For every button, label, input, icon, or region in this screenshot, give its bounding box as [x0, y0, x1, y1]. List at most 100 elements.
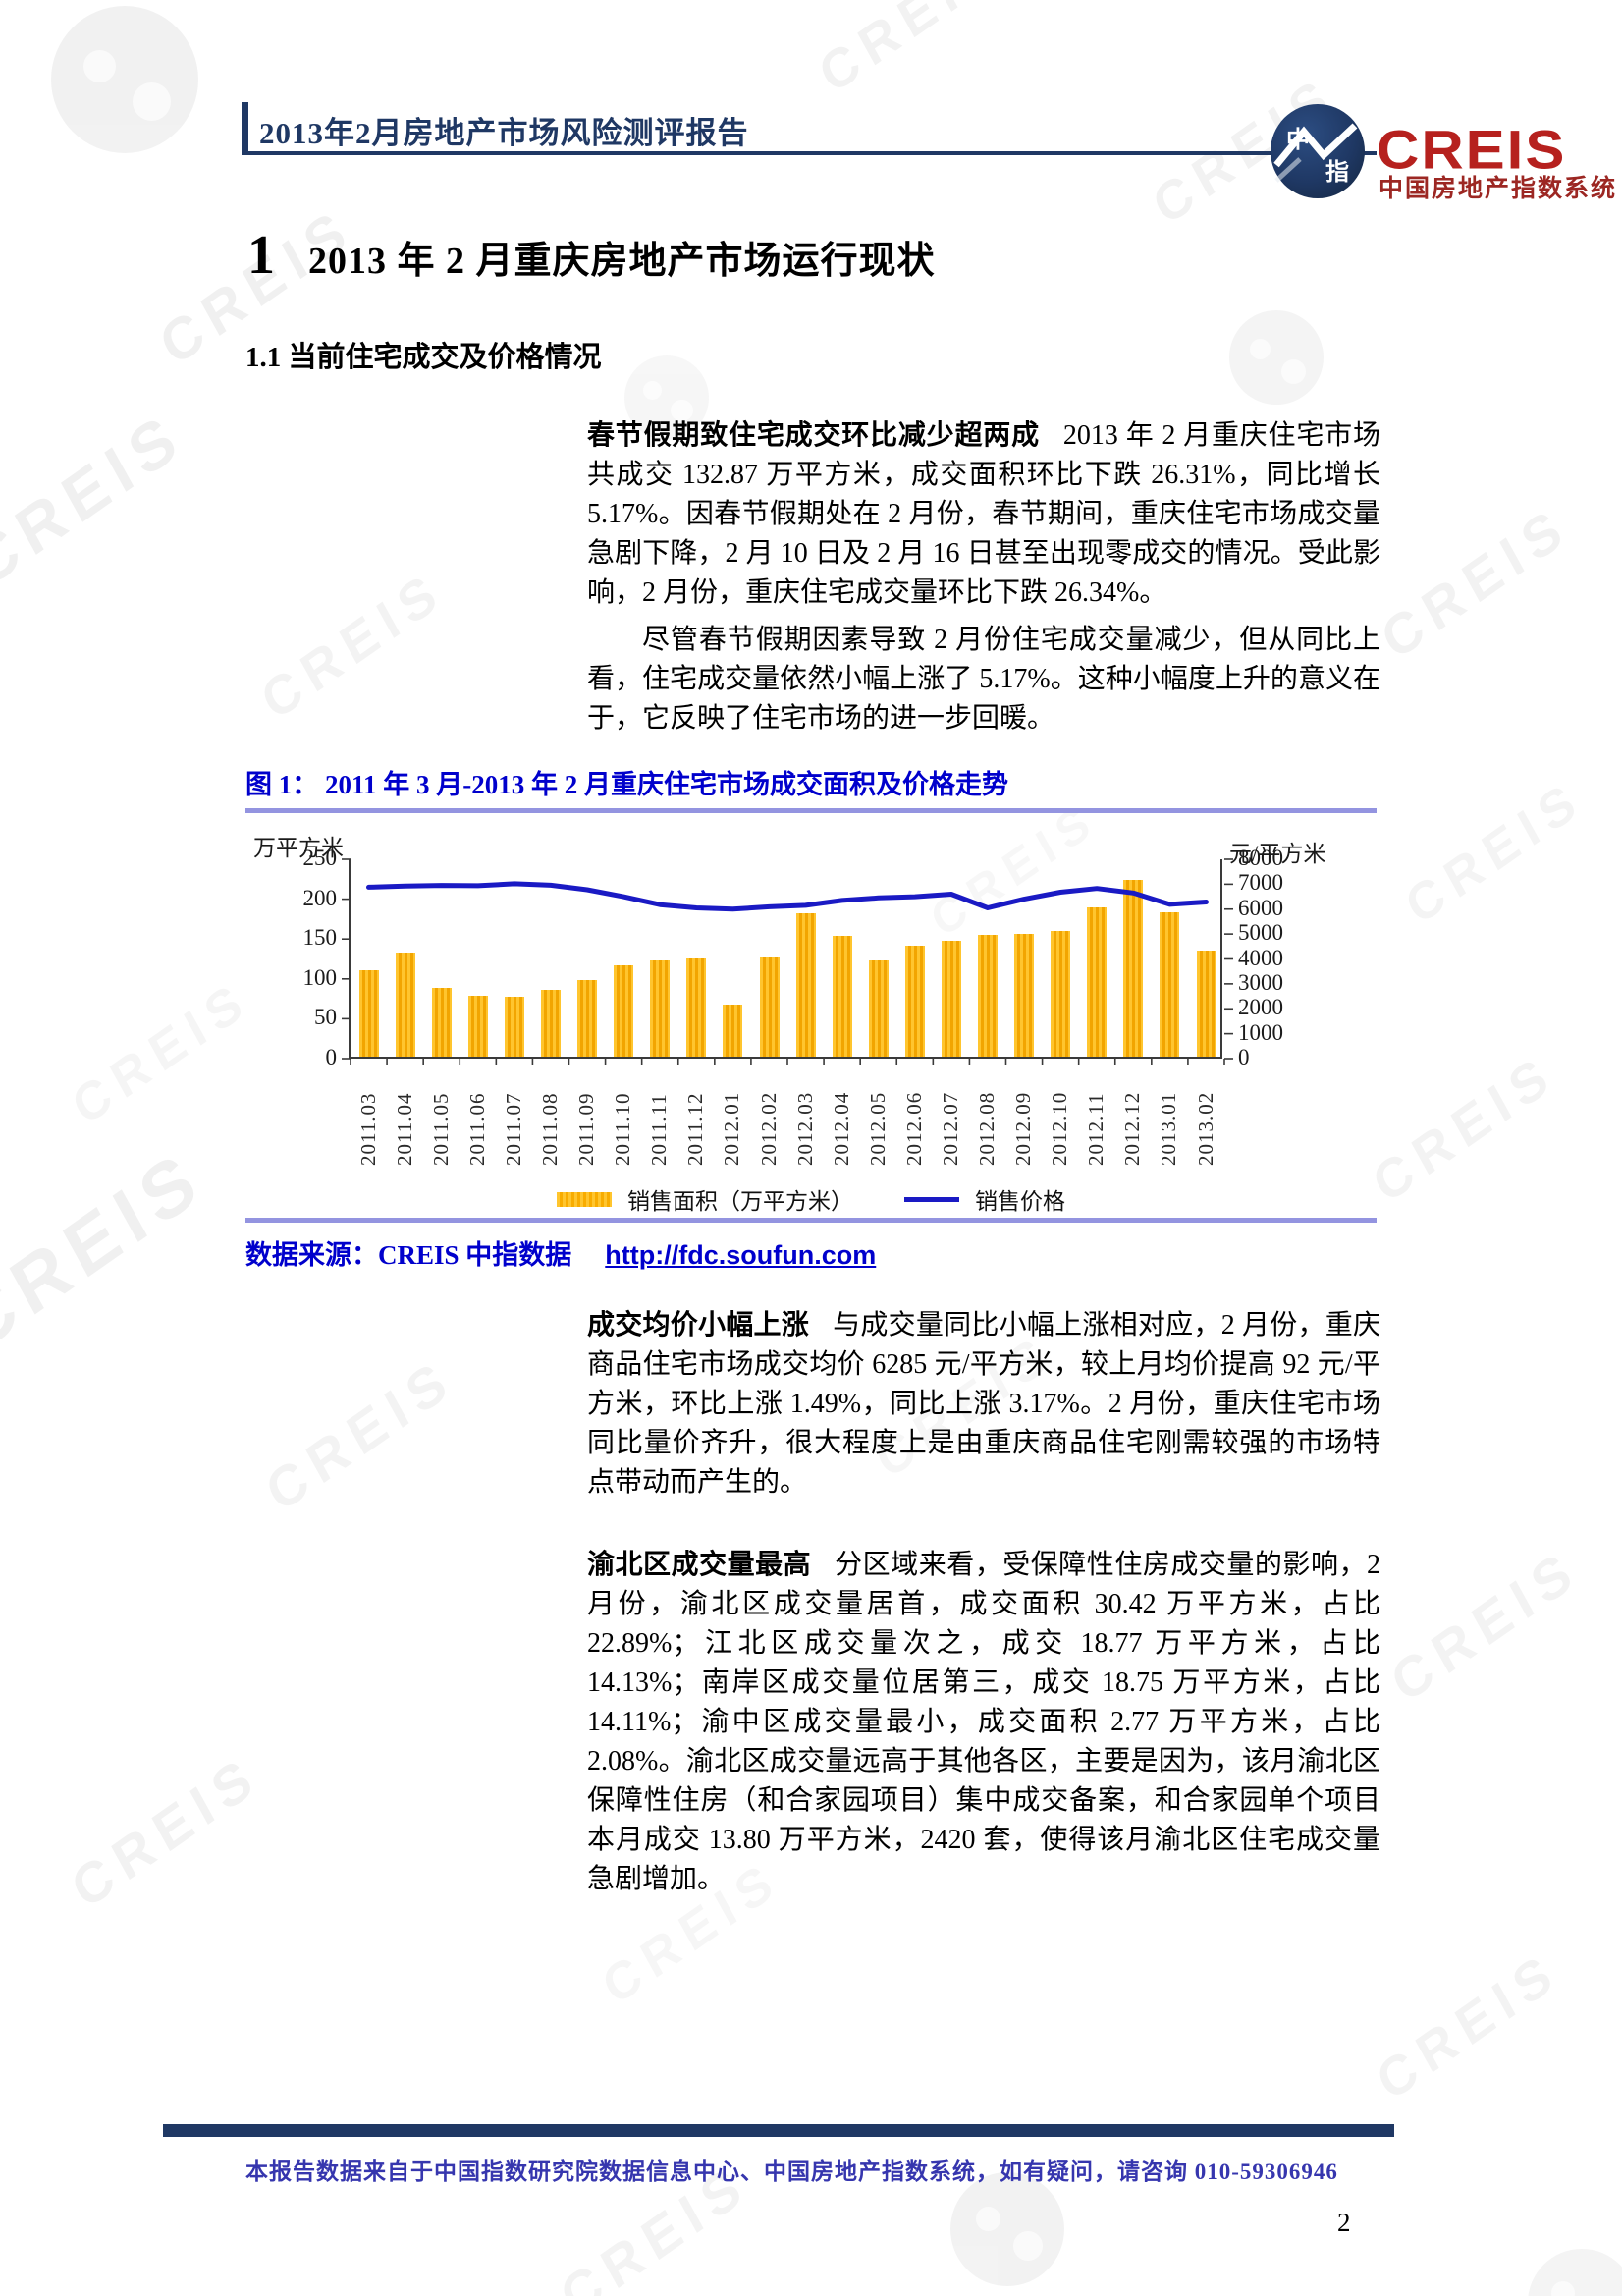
x-axis-label-2012.11: 2012.11: [1084, 1092, 1108, 1166]
x-axis-label-2012.04: 2012.04: [829, 1091, 853, 1166]
bar-2011.08: [541, 989, 561, 1057]
right-axis-tick-8000: 8000: [1238, 846, 1283, 870]
right-axis-tick-7000: 7000: [1238, 870, 1283, 896]
bar-2012.07: [941, 941, 961, 1057]
paragraph-2: 尽管春节假期因素导致 2 月份住宅成交量减少，但从同比上看，住宅成交量依然小幅上…: [587, 625, 1380, 734]
paragraph-1-lead: 春节假期致住宅成交环比减少超两成: [587, 420, 1040, 451]
legend-area-swatch: [557, 1191, 612, 1207]
section-number: 1: [247, 225, 275, 286]
bar-2012.03: [795, 912, 816, 1057]
right-axis-tick-0: 0: [1238, 1045, 1250, 1069]
bar-2011.07: [504, 997, 524, 1057]
header-report-title: 2013年2月房地产市场风险测评报告: [259, 116, 749, 150]
right-axis-tick-1000: 1000: [1238, 1019, 1283, 1045]
bar-2011.10: [614, 964, 634, 1057]
bar-2011.05: [431, 988, 452, 1057]
paragraph-4-lead: 渝北区成交量最高: [587, 1550, 812, 1580]
legend-price-label: 销售价格: [975, 1189, 1065, 1214]
x-axis-label-2011.06: 2011.06: [464, 1092, 489, 1166]
figure1-chart: 万平方米 元/平方米 0 50 100 150 200 250 0 1000 2000 3000 4…: [0, 825, 1622, 1218]
x-axis-label-2011.04: 2011.04: [392, 1092, 416, 1166]
bar-2013.02: [1196, 951, 1216, 1057]
right-axis-unit-label: 元/平方米: [1229, 842, 1326, 866]
x-axis-label-2013.01: 2013.01: [1157, 1091, 1181, 1166]
creis-logo-text: CREIS: [1377, 119, 1567, 181]
x-axis-label-2012.12: 2012.12: [1120, 1091, 1145, 1166]
right-axis-tick-2000: 2000: [1238, 995, 1283, 1020]
paragraph-1: 春节假期致住宅成交环比减少超两成 2013 年 2 月重庆住宅市场共成交 132.…: [587, 416, 1380, 613]
x-axis-label-2011.03: 2011.03: [355, 1092, 380, 1166]
left-axis-tick-250: 250: [302, 846, 338, 870]
bar-2012.10: [1051, 930, 1071, 1057]
bar-2012.11: [1087, 907, 1108, 1057]
right-axis-tick-3000: 3000: [1238, 969, 1283, 995]
x-axis-label-2011.08: 2011.08: [538, 1092, 562, 1166]
bar-2012.02: [759, 956, 780, 1057]
header-rule: [242, 151, 1377, 155]
x-axis-label-2011.11: 2011.11: [647, 1093, 672, 1166]
bar-2012.04: [832, 935, 852, 1057]
data-source-label: 数据来源：CREIS 中指数据: [245, 1240, 572, 1270]
header-accent-bar: [242, 102, 248, 155]
x-axis-label-2012.02: 2012.02: [756, 1091, 781, 1166]
paragraph-3-lead: 成交均价小幅上涨: [587, 1310, 810, 1340]
logo-zhi-glyph: 指: [1325, 160, 1349, 186]
bar-2011.06: [467, 995, 488, 1057]
bar-2012.06: [904, 946, 925, 1057]
bar-2011.09: [577, 980, 597, 1057]
right-axis-tick-6000: 6000: [1238, 895, 1283, 920]
bar-2011.03: [358, 970, 379, 1057]
x-axis-label-2011.12: 2011.12: [683, 1092, 708, 1166]
bar-2012.12: [1123, 879, 1144, 1057]
x-axis-label-2012.10: 2012.10: [1048, 1091, 1072, 1166]
left-axis-tick-0: 0: [325, 1045, 338, 1069]
chart-legend: 销售面积（万平方米） 销售价格: [0, 1182, 1622, 1216]
subsection-heading: 1.1 当前住宅成交及价格情况: [245, 342, 602, 373]
chart-plot: 0 50 100 150 200 250 0 1000 2000 3000 4000 5000 6000…: [303, 846, 1284, 1166]
data-source-line: 数据来源：CREIS 中指数据 http://fdc.soufun.com: [245, 1233, 876, 1272]
x-axis-label-2012.07: 2012.07: [938, 1091, 962, 1166]
paragraph-1-body: 2013 年 2 月重庆住宅市场共成交 132.87 万平方米，成交面积环比下跌…: [587, 420, 1380, 608]
x-axis-label-2012.05: 2012.05: [865, 1091, 890, 1166]
footer-note: 本报告数据来自于中国指数研究院数据信息中心、中国房地产指数系统，如有疑问，请咨询…: [245, 2159, 1338, 2184]
paragraph-4-body: 分区域来看，受保障性住房成交量的影响，2 月份，渝北区成交量居首，成交面积 30…: [587, 1550, 1380, 1894]
x-axis-label-2012.01: 2012.01: [720, 1091, 744, 1166]
page-number: 2: [1337, 2208, 1351, 2237]
section-heading: 1 2013 年 2 月重庆房地产市场运行现状: [247, 224, 936, 287]
paragraph-4: 渝北区成交量最高 分区域来看，受保障性住房成交量的影响，2 月份，渝北区成交量居首…: [587, 1546, 1380, 1899]
x-axis-label-2011.10: 2011.10: [611, 1092, 635, 1166]
bar-2012.08: [978, 934, 998, 1057]
figure-caption: 图 1： 2011 年 3 月-2013 年 2 月重庆住宅市场成交面积及价格走…: [245, 770, 1009, 799]
zhongzhi-logo-icon: 中 指: [1271, 104, 1365, 198]
bar-2011.12: [686, 958, 707, 1057]
bar-2013.01: [1160, 912, 1180, 1057]
section-title: 2013 年 2 月重庆房地产市场运行现状: [308, 241, 936, 282]
bar-2012.05: [868, 959, 889, 1057]
left-axis-tick-200: 200: [302, 885, 338, 910]
left-axis-tick-50: 50: [314, 1005, 337, 1030]
bar-2012.09: [1014, 934, 1034, 1057]
x-axis-label-2012.06: 2012.06: [901, 1091, 926, 1166]
x-axis-label-2011.09: 2011.09: [574, 1092, 598, 1166]
right-axis-tick-4000: 4000: [1238, 945, 1283, 970]
x-axis-label-2013.02: 2013.02: [1193, 1091, 1217, 1166]
x-axis-label-2011.07: 2011.07: [501, 1092, 525, 1166]
bar-2011.04: [395, 953, 415, 1057]
x-axis-label-2012.03: 2012.03: [792, 1091, 817, 1166]
paragraph-3-body: 与成交量同比小幅上涨相对应，2 月份，重庆商品住宅市场成交均价 6285 元/平…: [587, 1310, 1380, 1498]
legend-area-label: 销售面积（万平方米）: [627, 1189, 853, 1214]
left-axis-unit-label: 万平方米: [253, 836, 344, 860]
left-axis-tick-100: 100: [302, 964, 338, 990]
legend-price-swatch: [904, 1196, 959, 1202]
figure-bottom-rule: [245, 1218, 1377, 1223]
figure-top-rule: [245, 808, 1377, 813]
x-axis-label-2011.05: 2011.05: [428, 1092, 453, 1166]
bar-2011.11: [650, 959, 671, 1057]
data-source-link[interactable]: http://fdc.soufun.com: [605, 1240, 877, 1270]
bar-2012.01: [723, 1005, 743, 1057]
paragraph-3: 成交均价小幅上涨 与成交量同比小幅上涨相对应，2 月份，重庆商品住宅市场成交均价 …: [587, 1306, 1380, 1503]
footer-rule: [163, 2124, 1394, 2137]
right-axis-tick-5000: 5000: [1238, 920, 1283, 946]
